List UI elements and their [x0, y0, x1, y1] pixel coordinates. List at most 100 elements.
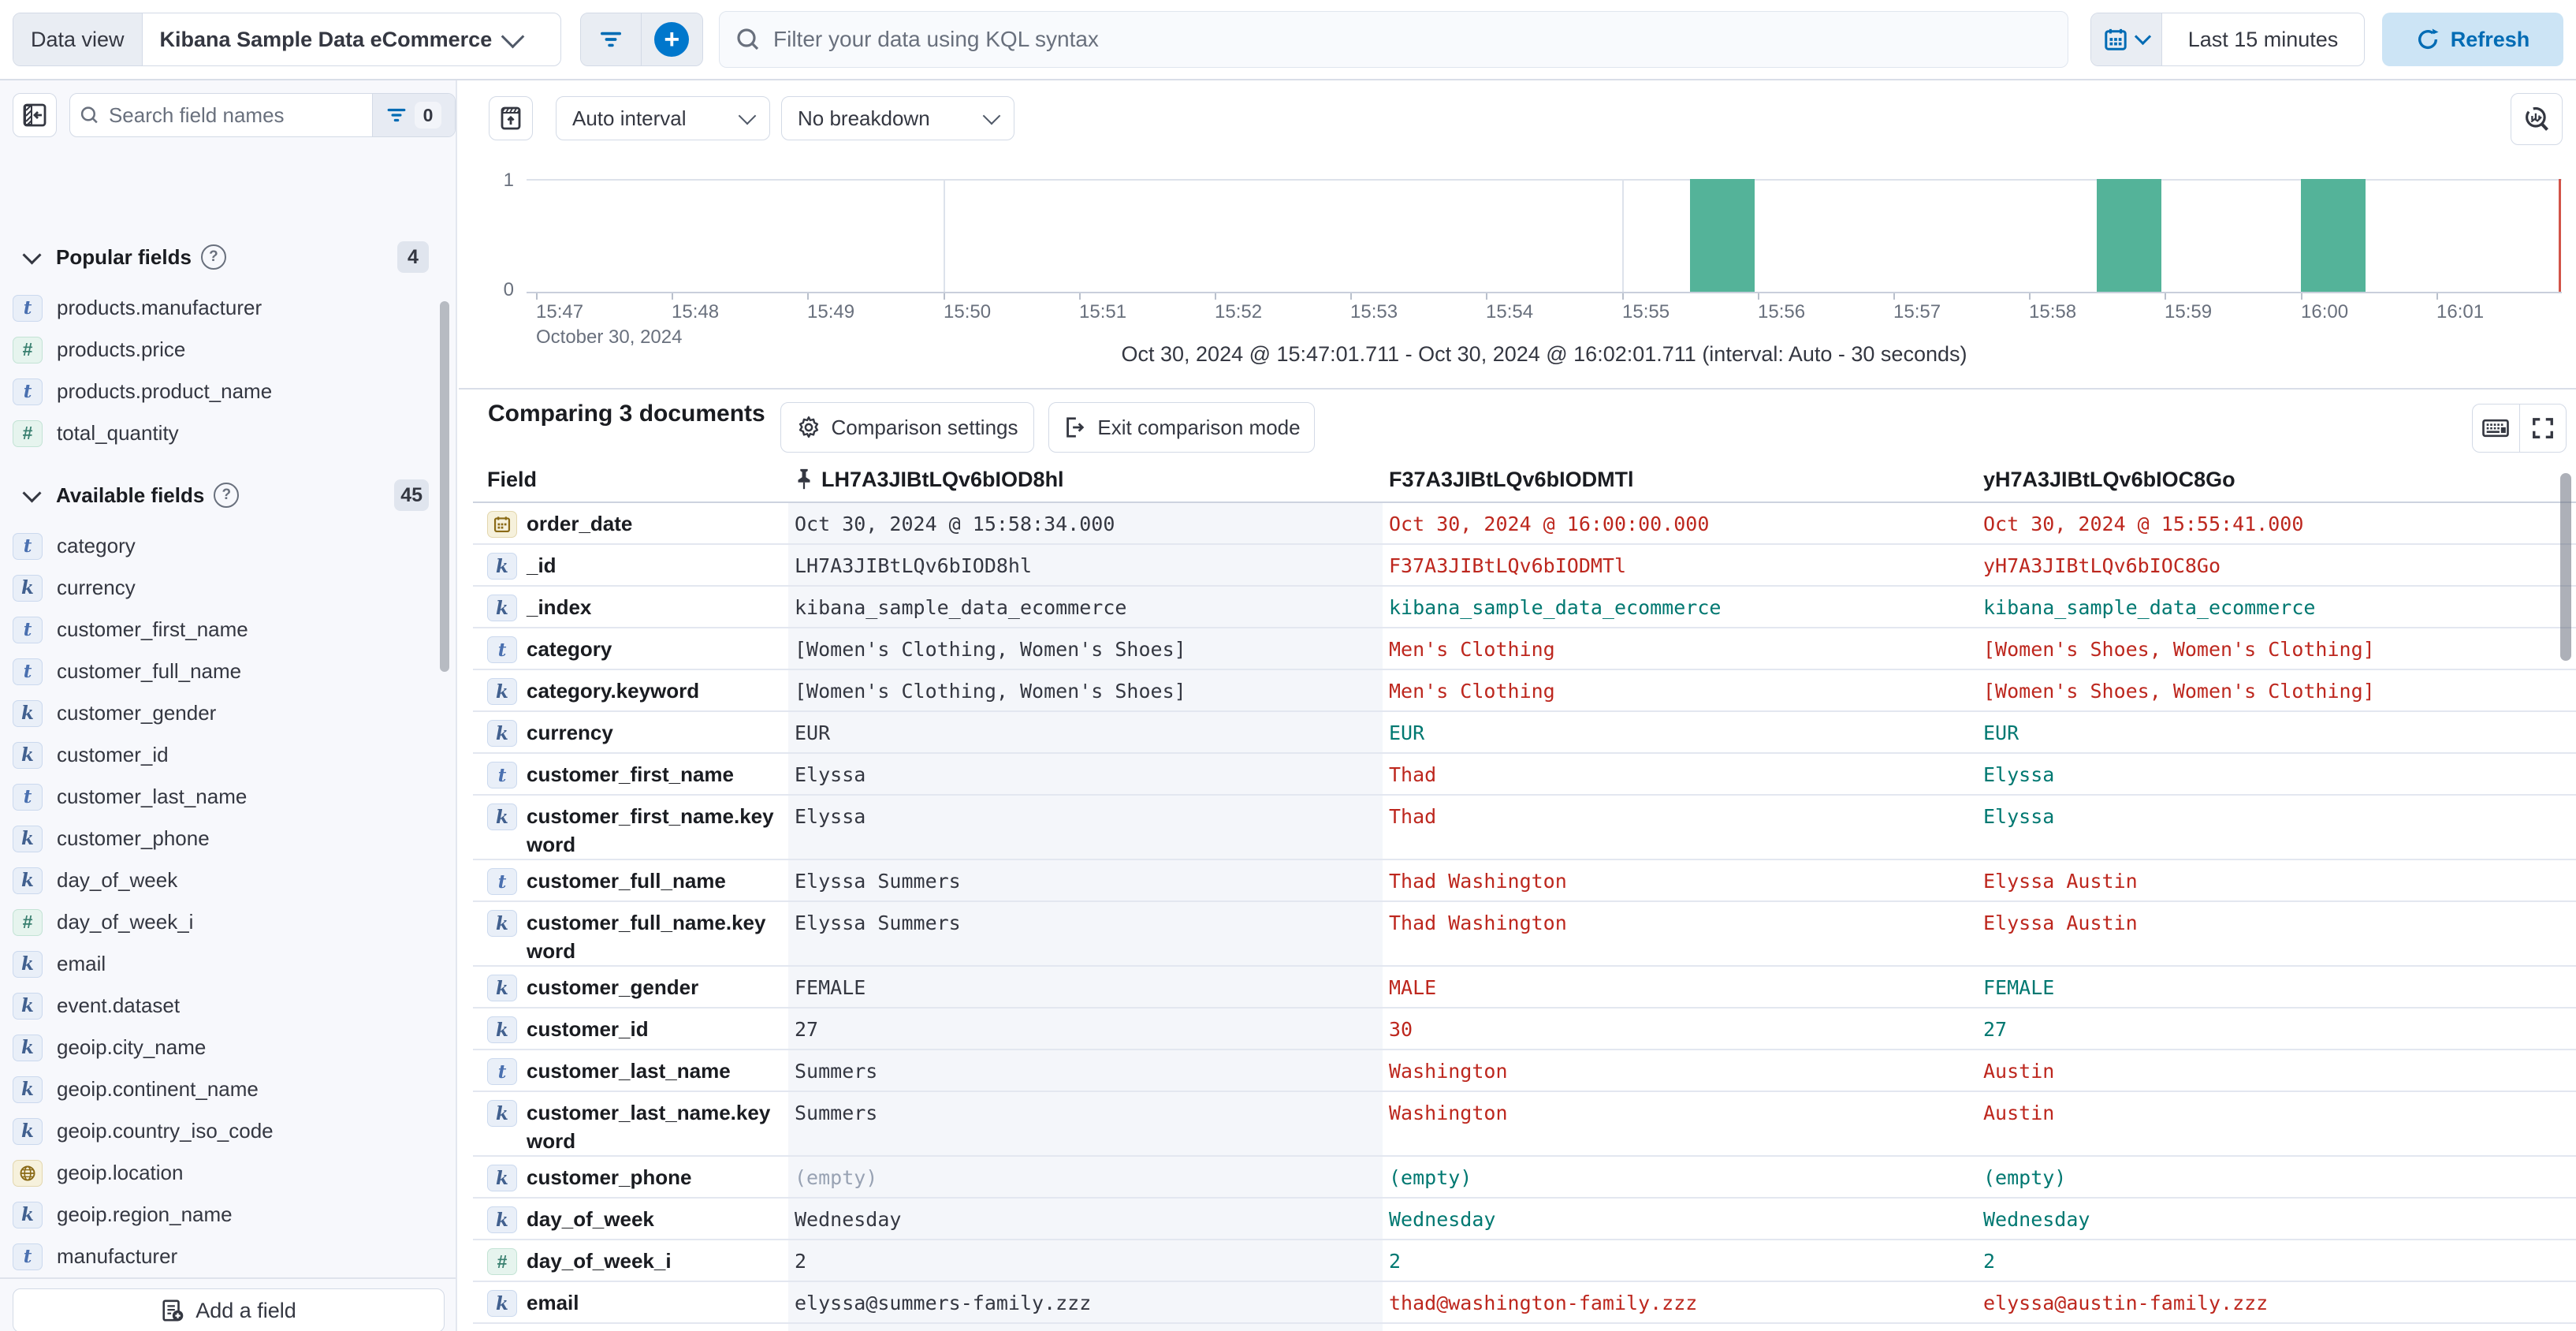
doc-value-same: kibana_sample_data_ecommerce — [1983, 596, 2316, 619]
base-doc-value: LH7A3JIBtLQv6bIOD8hl — [788, 545, 1383, 585]
available-fields-list: t category k currency t customer_first_name t c… — [0, 525, 441, 1319]
field-column-header: Field — [487, 467, 538, 491]
filter-controls: + — [580, 13, 703, 66]
add-field-button[interactable]: Add a field — [13, 1288, 445, 1331]
keyword-field-icon: k — [487, 975, 517, 1001]
sidebar-field-geoip.continent_name[interactable]: k geoip.continent_name — [0, 1068, 441, 1110]
field-search: 0 — [69, 93, 456, 137]
table-row-_index: k _index kibana_sample_data_ecommerce kiban… — [473, 587, 2576, 628]
field-search-inputwrap[interactable] — [70, 94, 372, 136]
base-doc-value: Elyssa Summers — [788, 860, 1383, 900]
x-axis-label: 15:57 — [1893, 301, 1941, 322]
sidebar-field-geoip.country_iso_code[interactable]: k geoip.country_iso_code — [0, 1110, 441, 1152]
gridline-vertical — [1622, 179, 1624, 292]
geo-point-field-icon — [13, 1159, 43, 1187]
doc-value-diff: Thad Washington — [1389, 912, 1567, 934]
histogram-chart[interactable]: 15:47 15:48 15:49 15:50 15:51 15:52 15:53 15:54… — [0, 0, 2576, 348]
refresh-button[interactable]: Refresh — [2382, 13, 2563, 66]
breakdown-select[interactable]: No breakdown — [781, 96, 1014, 140]
sidebar-field-category[interactable]: t category — [0, 525, 441, 567]
fields-sidebar: 0 Popular fields ? 4 tproducts.manufactu… — [0, 80, 457, 1331]
sidebar-field-products.product_name[interactable]: t products.product_name — [0, 371, 441, 412]
edit-visualization-button[interactable] — [2511, 93, 2563, 145]
doc-column-header[interactable]: F37A3JIBtLQv6bIODMTl — [1389, 467, 1634, 491]
histogram-bar[interactable] — [1690, 179, 1755, 292]
date-picker-button[interactable] — [2091, 13, 2161, 65]
time-range-value[interactable]: Last 15 minutes — [2161, 13, 2364, 65]
histogram-bar[interactable] — [2301, 179, 2366, 292]
x-axis-date-label: October 30, 2024 — [536, 326, 683, 348]
keyword-field-icon: k — [487, 1016, 517, 1043]
sidebar-field-customer_gender[interactable]: k customer_gender — [0, 692, 441, 734]
doc-column-header[interactable]: yH7A3JIBtLQv6bIOC8Go — [1983, 467, 2235, 491]
doc-value-same: kibana_sample_data_ecommerce — [1389, 596, 1722, 619]
gridline-y1 — [527, 179, 2562, 181]
pinned-doc-column-header[interactable]: LH7A3JIBtLQv6bIOD8hl — [788, 468, 1383, 492]
sidebar-field-products.manufacturer[interactable]: t products.manufacturer — [0, 287, 441, 329]
sidebar-field-event.dataset[interactable]: k event.dataset — [0, 985, 441, 1027]
x-axis-label: 15:47 — [536, 301, 584, 322]
comparison-settings-button[interactable]: Comparison settings — [780, 402, 1034, 453]
keyboard-shortcuts-button[interactable] — [2473, 405, 2520, 452]
keyword-field-icon: k — [487, 720, 517, 747]
refresh-icon — [2418, 28, 2439, 50]
sidebar-field-geoip.location[interactable]: geoip.location — [0, 1152, 441, 1194]
help-icon: ? — [200, 244, 226, 270]
doc-value-same — [1383, 1324, 1977, 1331]
sidebar-scrollbar[interactable] — [440, 301, 449, 672]
table-scrollbar[interactable] — [2560, 473, 2571, 661]
x-axis-label: 15:51 — [1079, 301, 1127, 322]
sidebar-field-total_quantity[interactable]: # total_quantity — [0, 412, 441, 454]
base-doc-value: 2 — [788, 1240, 1383, 1281]
table-row-customer_last_name.keyword: k customer_last_name.keyword Summers Washin… — [473, 1092, 2576, 1157]
doc-value-diff: Oct 30, 2024 @ 16:00:00.000 — [1389, 513, 1710, 535]
doc-value-diff: [Women's Shoes, Women's Clothing] — [1983, 680, 2375, 703]
axis-tick — [1622, 293, 1624, 300]
filter-button[interactable] — [581, 13, 641, 65]
field-search-input[interactable] — [106, 102, 363, 129]
sidebar-field-products.price[interactable]: # products.price — [0, 329, 441, 371]
exit-comparison-button[interactable]: Exit comparison mode — [1048, 402, 1315, 453]
available-fields-header[interactable]: Available fields ? 45 — [0, 476, 457, 514]
sidebar-field-manufacturer[interactable]: t manufacturer — [0, 1236, 441, 1277]
field-name-cell: k customer_first_name.keyword — [473, 796, 788, 859]
field-filter-button[interactable]: 0 — [372, 94, 455, 136]
kql-search-input[interactable] — [772, 26, 2068, 53]
popular-fields-header[interactable]: Popular fields ? 4 — [0, 238, 457, 276]
sidebar-field-day_of_week[interactable]: k day_of_week — [0, 859, 441, 901]
base-doc-value: kibana_sample_data_ecommerce — [788, 587, 1383, 627]
number-field-icon: # — [487, 1248, 517, 1275]
doc-value-diff: Thad — [1389, 805, 1437, 828]
sidebar-field-customer_last_name[interactable]: t customer_last_name — [0, 776, 441, 818]
text-field-icon: t — [13, 532, 43, 560]
doc-value-diff: Washington — [1389, 1060, 1508, 1083]
data-view-selected[interactable]: Kibana Sample Data eCommerce — [141, 13, 560, 65]
doc-value-same: EUR — [1983, 721, 2019, 744]
table-row-order_date: order_date Oct 30, 2024 @ 15:58:34.000 Oct… — [473, 503, 2576, 545]
interval-select[interactable]: Auto interval — [556, 96, 770, 140]
sidebar-field-email[interactable]: k email — [0, 943, 441, 985]
collapse-sidebar-button[interactable] — [13, 93, 57, 137]
keyword-field-icon: k — [13, 1201, 43, 1228]
sidebar-field-customer_id[interactable]: k customer_id — [0, 734, 441, 776]
help-icon: ? — [214, 483, 240, 508]
sidebar-field-customer_first_name[interactable]: t customer_first_name — [0, 609, 441, 651]
base-doc-value: Wednesday — [788, 1199, 1383, 1239]
sidebar-field-geoip.region_name[interactable]: k geoip.region_name — [0, 1194, 441, 1236]
data-view-picker[interactable]: Data view Kibana Sample Data eCommerce — [13, 13, 561, 66]
field-name-cell: # day_of_week_i — [473, 1240, 788, 1281]
add-filter-button[interactable]: + — [640, 13, 702, 65]
kql-search-bar[interactable] — [719, 11, 2068, 68]
base-doc-value: (empty) — [788, 1157, 1383, 1197]
sidebar-field-currency[interactable]: k currency — [0, 567, 441, 609]
field-name-cell: k category.keyword — [473, 670, 788, 710]
sidebar-field-geoip.city_name[interactable]: k geoip.city_name — [0, 1027, 441, 1068]
sidebar-field-day_of_week_i[interactable]: # day_of_week_i — [0, 901, 441, 943]
sidebar-field-customer_full_name[interactable]: t customer_full_name — [0, 651, 441, 692]
doc-value-diff: [Women's Shoes, Women's Clothing] — [1983, 638, 2375, 661]
fullscreen-button[interactable] — [2520, 405, 2567, 452]
histogram-bar[interactable] — [2097, 179, 2161, 292]
sidebar-field-customer_phone[interactable]: k customer_phone — [0, 818, 441, 859]
table-row-customer_first_name: t customer_first_name Elyssa Thad Elyssa — [473, 754, 2576, 796]
hide-chart-button[interactable] — [489, 96, 533, 140]
